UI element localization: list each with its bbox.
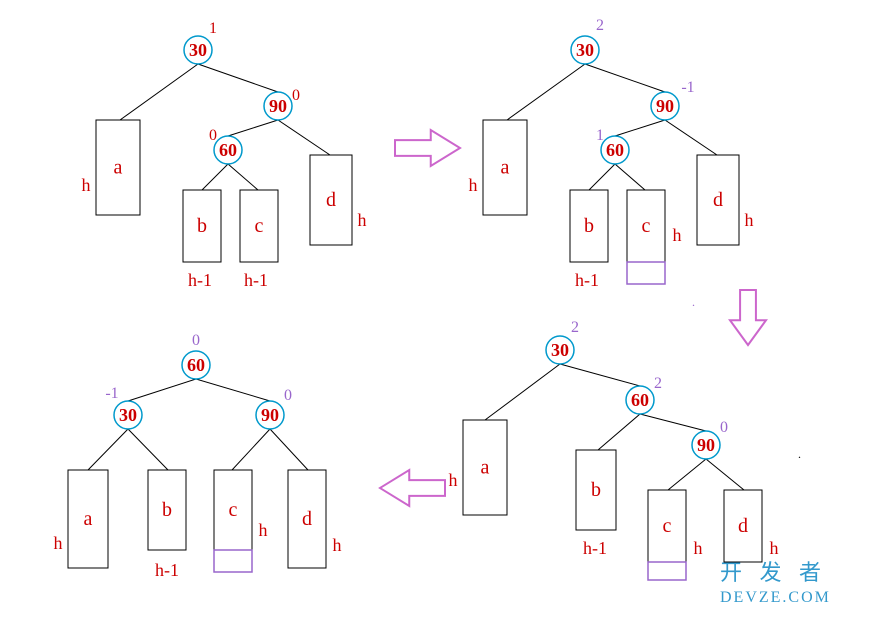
subtree-label: c	[229, 499, 238, 521]
tree2: a h b h-1 c h d h 302 90 -1 601	[469, 17, 754, 290]
node-value: 90	[269, 96, 287, 116]
height-label: h-1	[155, 560, 179, 580]
tree-edge	[88, 429, 128, 470]
subtree-label: a	[501, 157, 510, 179]
subtree-label: c	[663, 515, 672, 537]
watermark-line2: DEVZE.COM	[720, 589, 831, 606]
balance-factor: -1	[681, 79, 694, 96]
node-value: 60	[187, 355, 205, 375]
subtree-label: b	[591, 479, 601, 501]
inserted-node-box	[648, 562, 686, 580]
subtree-label: c	[642, 215, 651, 237]
height-label: h	[673, 225, 682, 245]
node-value: 30	[119, 405, 137, 425]
node-value: 90	[261, 405, 279, 425]
node-value: 60	[219, 140, 237, 160]
height-label: h	[54, 533, 63, 553]
tree-edge	[485, 364, 560, 420]
subtree-label: d	[713, 189, 723, 211]
flow-arrow	[730, 290, 766, 345]
balance-factor: 0	[292, 87, 300, 104]
tree-edge	[665, 120, 717, 155]
balance-factor: 0	[209, 127, 217, 144]
balance-factor: 0	[720, 419, 728, 436]
balance-factor: 2	[571, 319, 579, 336]
tree-edge	[589, 164, 615, 190]
height-label: h	[333, 535, 342, 555]
node-value: 60	[606, 140, 624, 160]
balance-factor: 0	[192, 332, 200, 349]
watermark-line1: 开 发 者	[720, 560, 827, 585]
balance-factor: 1	[596, 127, 604, 144]
decorative-dot: .	[798, 447, 801, 461]
tree-edge	[585, 64, 665, 92]
tree-edge	[128, 379, 196, 401]
tree1: ahbh-1ch-1dh301900600	[82, 20, 367, 290]
subtree-label: d	[326, 189, 336, 211]
tree-edge	[232, 429, 270, 470]
node-value: 30	[576, 40, 594, 60]
subtree-label: b	[162, 499, 172, 521]
subtree-label: d	[302, 508, 312, 530]
balance-factor: -1	[105, 385, 118, 402]
height-label: h-1	[575, 270, 599, 290]
tree-edge	[706, 459, 744, 490]
node-value: 60	[631, 390, 649, 410]
tree-edge	[228, 120, 278, 136]
flow-arrow	[395, 130, 460, 166]
subtree-label: a	[84, 508, 93, 530]
balance-factor: 1	[209, 20, 217, 37]
inserted-node-box	[627, 262, 665, 284]
node-value: 30	[551, 340, 569, 360]
subtree-label: a	[114, 157, 123, 179]
tree-edge	[202, 164, 228, 190]
tree-edge	[228, 164, 258, 190]
tree-edge	[196, 379, 270, 401]
node-value: 90	[656, 96, 674, 116]
balance-factor: 0	[284, 387, 292, 404]
tree4: a h b h-1 c h d h 60 0 30-1 90 0	[54, 332, 342, 580]
subtree-label: c	[255, 215, 264, 237]
subtree-label: b	[584, 215, 594, 237]
tree-edge	[120, 64, 198, 120]
tree3: ahbh-1chdh302602900	[449, 319, 779, 580]
decorative-dot: .	[692, 295, 695, 309]
balance-factor: 2	[596, 17, 604, 34]
height-label: h	[82, 175, 91, 195]
tree-edge	[640, 414, 706, 431]
node-value: 30	[189, 40, 207, 60]
tree-edge	[615, 120, 665, 136]
tree-edge	[668, 459, 706, 490]
height-label: h-1	[244, 270, 268, 290]
subtree-label: d	[738, 515, 748, 537]
balance-factor: 2	[654, 375, 662, 392]
tree-edge	[615, 164, 645, 190]
height-label: h	[259, 520, 268, 540]
height-label: h-1	[583, 538, 607, 558]
tree-edge	[128, 429, 168, 470]
subtree-label: b	[197, 215, 207, 237]
avl-rotation-diagram: ahbh-1ch-1dh301900600ahbh-1chdh30290-160…	[0, 0, 881, 621]
height-label: h	[469, 175, 478, 195]
height-label: h-1	[188, 270, 212, 290]
height-label: h	[449, 470, 458, 490]
tree-edge	[598, 414, 640, 450]
tree-edge	[198, 64, 278, 92]
inserted-node-box	[214, 550, 252, 572]
tree-edge	[507, 64, 585, 120]
height-label: h	[745, 210, 754, 230]
tree-edge	[270, 429, 308, 470]
height-label: h	[770, 538, 779, 558]
height-label: h	[358, 210, 367, 230]
node-value: 90	[697, 435, 715, 455]
tree-edge	[560, 364, 640, 386]
subtree-label: a	[481, 457, 490, 479]
flow-arrow	[380, 470, 445, 506]
height-label: h	[694, 538, 703, 558]
tree-edge	[278, 120, 330, 155]
